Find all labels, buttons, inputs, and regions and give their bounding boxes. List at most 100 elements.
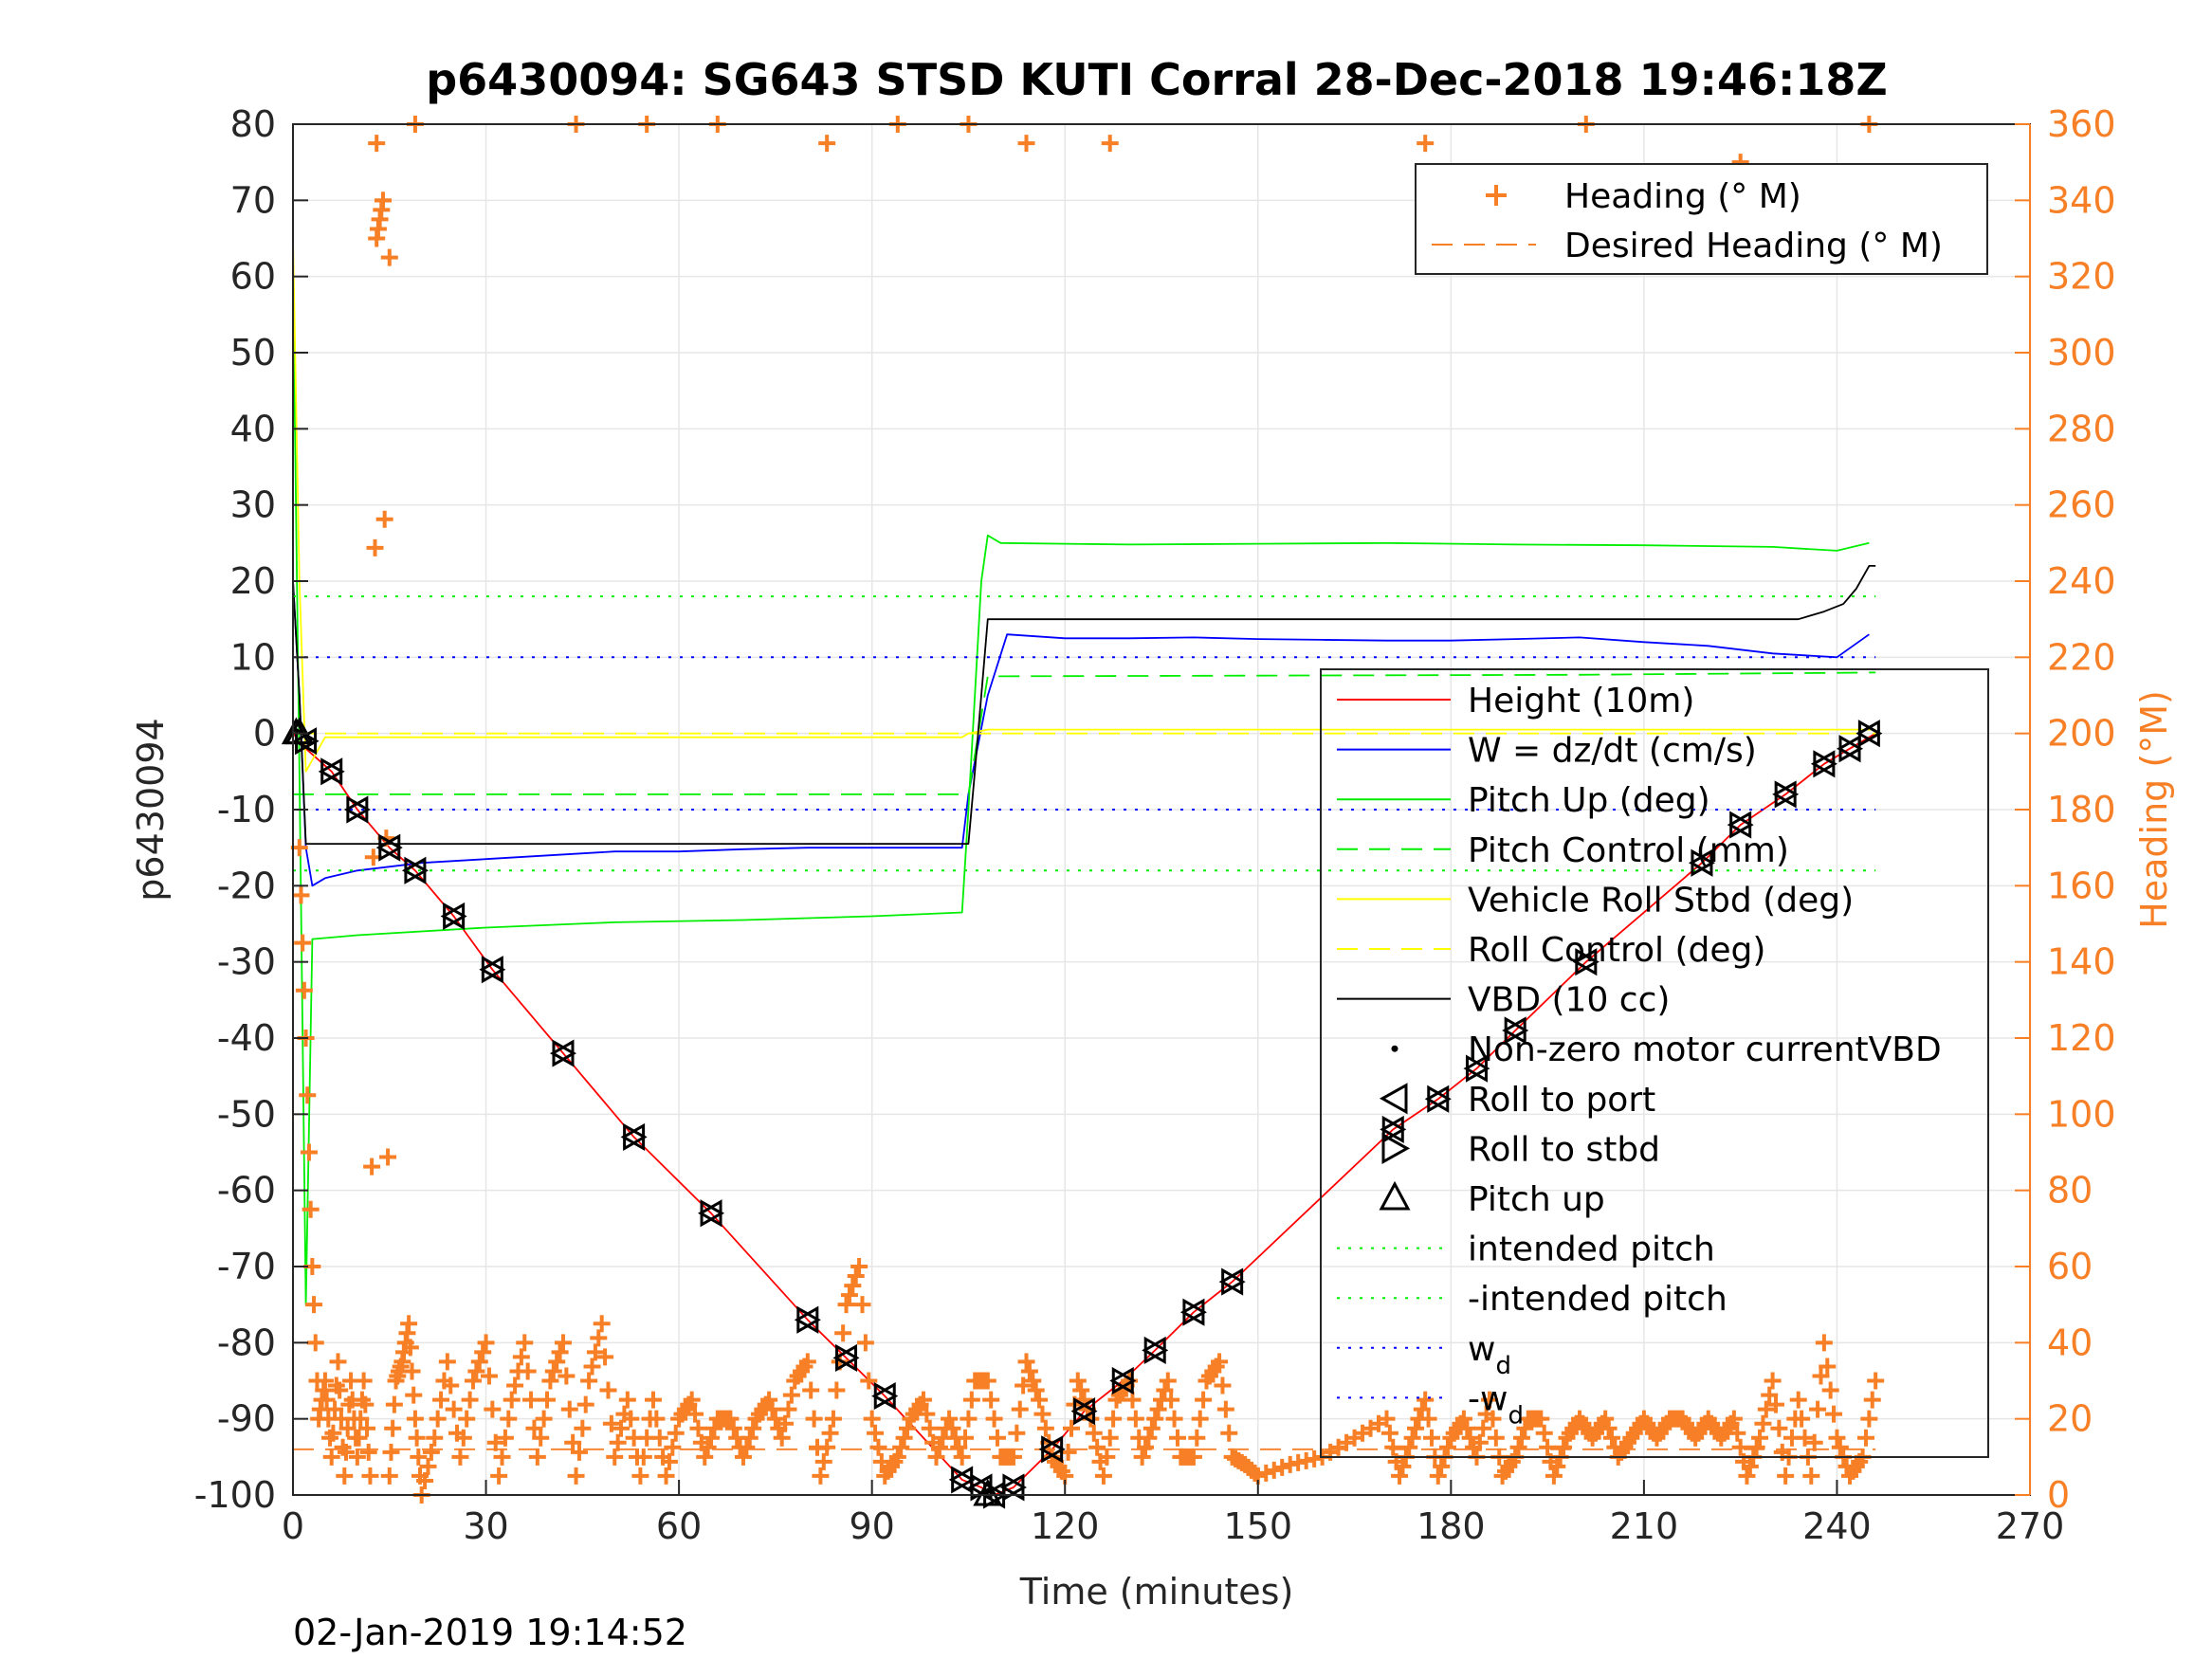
heading-point	[461, 1391, 479, 1409]
heading-point	[763, 1400, 781, 1418]
y-right-tick-label: 260	[2047, 484, 2116, 526]
legend-main-label: Non-zero motor currentVBD	[1468, 1030, 1942, 1069]
legend-main-label: -intended pitch	[1468, 1280, 1728, 1319]
y-left-tick-label: -40	[217, 1017, 276, 1059]
heading-point	[1156, 1381, 1174, 1399]
y-right-tick-label: 340	[2047, 179, 2116, 221]
heading-point	[299, 1086, 317, 1104]
heading-point	[408, 1429, 426, 1447]
heading-point	[470, 1353, 488, 1371]
roll-to-stbd-marker	[700, 1199, 725, 1228]
heading-point	[602, 1414, 620, 1432]
heading-point	[773, 1429, 791, 1447]
heading-point	[1188, 1429, 1206, 1447]
heading-point	[689, 1419, 707, 1437]
heading-point	[403, 1362, 421, 1380]
y-left-tick-label: 0	[253, 713, 276, 755]
heading-point	[1461, 1429, 1479, 1447]
heading-point	[338, 1419, 356, 1437]
legend-main-label-text: Pitch up	[1468, 1180, 1605, 1219]
heading-point	[305, 1296, 323, 1314]
roll-to-stbd-marker	[1041, 1435, 1066, 1464]
y-left-tick-label: -20	[217, 865, 276, 906]
heading-point	[1796, 1429, 1814, 1447]
y-left-tick-label: -50	[217, 1093, 276, 1135]
heading-point	[599, 1381, 617, 1399]
x-tick-label: 210	[1610, 1505, 1679, 1547]
roll-to-stbd-marker	[404, 856, 429, 884]
heading-point	[914, 1391, 932, 1409]
heading-point	[744, 1419, 762, 1437]
heading-point	[1454, 1410, 1472, 1428]
legend-main-label: Height (10m)	[1468, 682, 1694, 720]
heading-point	[1391, 1467, 1409, 1485]
heading-point	[1438, 1438, 1456, 1456]
y-left-tick-label: -70	[217, 1246, 276, 1287]
heading-point	[1380, 1424, 1398, 1442]
heading-point	[1731, 1438, 1749, 1456]
heading-point	[348, 1448, 366, 1466]
heading-point	[724, 1419, 742, 1437]
heading-point	[962, 1391, 980, 1409]
y-right-tick-label: 220	[2047, 636, 2116, 678]
heading-point	[551, 1343, 569, 1361]
heading-point	[1417, 1391, 1435, 1409]
heading-point	[1747, 1438, 1765, 1456]
heading-point	[777, 1414, 795, 1432]
heading-point	[374, 191, 392, 210]
heading-point	[1602, 1429, 1620, 1447]
heading-point	[918, 1405, 936, 1423]
series-line	[292, 580, 1870, 887]
heading-point	[1825, 1405, 1843, 1423]
legend-main-label: -wd	[1468, 1379, 1524, 1430]
heading-point	[1027, 1381, 1045, 1399]
heading-point	[416, 1471, 434, 1489]
heading-point	[1766, 1395, 1784, 1413]
legend-main-label-text: Pitch Control (mm)	[1468, 831, 1789, 870]
heading-point	[1403, 1429, 1421, 1447]
heading-point	[477, 1334, 495, 1352]
legend-main-label-text: Roll to stbd	[1468, 1130, 1660, 1169]
heading-point	[1133, 1448, 1151, 1466]
heading-point	[1741, 1457, 1759, 1475]
heading-point	[1400, 1438, 1418, 1456]
heading-point	[324, 1424, 342, 1442]
roll-to-stbd-marker	[1774, 780, 1800, 809]
heading-point	[490, 1467, 508, 1485]
heading-point	[1867, 1372, 1885, 1390]
y-right-tick-label: 180	[2047, 789, 2116, 830]
legend-main-label: Vehicle Roll Stbd (deg)	[1468, 881, 1854, 920]
heading-point	[544, 1362, 562, 1380]
heading-point	[1512, 1429, 1530, 1447]
heading-point	[644, 1391, 662, 1409]
heading-point	[1856, 1429, 1874, 1447]
roll-to-stbd-marker	[951, 1466, 976, 1494]
heading-point	[699, 1438, 717, 1456]
heading-point	[596, 1348, 614, 1366]
heading-point	[1481, 1391, 1499, 1409]
heading-point	[1069, 1372, 1087, 1390]
heading-point	[1754, 1414, 1772, 1432]
heading-point	[451, 1448, 469, 1466]
heading-point	[609, 1433, 627, 1451]
heading-point	[503, 1391, 521, 1409]
heading-point	[322, 1448, 340, 1466]
y-right-tick-label: 20	[2047, 1398, 2093, 1440]
heading-point	[660, 1452, 678, 1470]
heading-point	[548, 1353, 566, 1371]
heading-point	[950, 1438, 968, 1456]
heading-point	[1394, 1457, 1412, 1475]
heading-point	[1761, 1386, 1779, 1404]
roll-to-stbd-marker	[796, 1305, 821, 1334]
heading-point	[355, 1372, 373, 1390]
heading-point	[368, 135, 386, 153]
y-left-tick-label: -10	[217, 789, 276, 830]
heading-point	[1597, 1410, 1615, 1428]
heading-point	[1306, 1449, 1324, 1468]
heading-point	[429, 1410, 447, 1428]
heading-point	[1036, 1419, 1054, 1437]
heading-point	[1124, 1391, 1142, 1409]
heading-point	[539, 1391, 557, 1409]
heading-point	[385, 1395, 403, 1413]
heading-point	[1555, 1438, 1573, 1456]
